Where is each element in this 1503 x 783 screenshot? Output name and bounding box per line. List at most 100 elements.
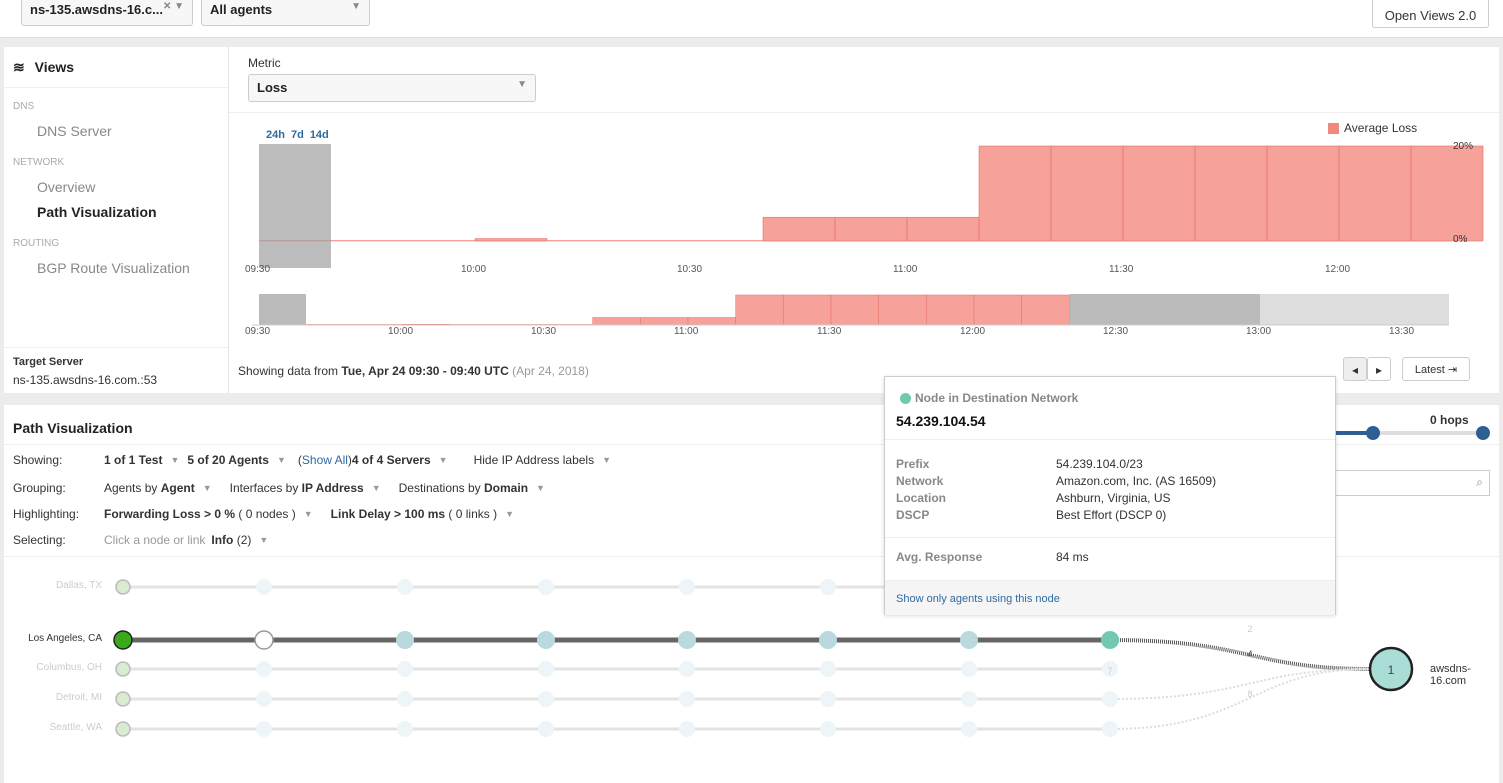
link-delay-count: ( 0 links )	[448, 507, 498, 521]
nav-bgp-route-visualization[interactable]: BGP Route Visualization	[37, 260, 190, 276]
servers-dropdown[interactable]: 4 of 4 Servers	[351, 453, 431, 467]
hop-node	[254, 630, 274, 650]
views-title-text: Views	[34, 59, 75, 75]
overview-bar	[735, 294, 784, 326]
loss-chart[interactable]	[0, 0, 1503, 400]
hop-node	[679, 579, 695, 595]
agents-grouping-dropdown[interactable]: Agents by Agent	[104, 481, 195, 495]
latest-label: Latest	[1414, 364, 1445, 376]
server-filter[interactable]: ns-135.awsdns-16.c... ✕ ▼	[21, 0, 193, 26]
test-dropdown[interactable]: 1 of 1 Test	[104, 453, 163, 467]
chevron-down-icon: ▼	[351, 1, 361, 12]
range-14d[interactable]: 14d	[309, 129, 329, 141]
detail-key: Location	[896, 491, 946, 505]
selecting-label: Selecting:	[13, 533, 66, 547]
clear-chevron-icon[interactable]: ✕ ▼	[162, 1, 184, 12]
agent-node	[115, 691, 131, 707]
hide-ip-dropdown[interactable]: Hide IP Address labels	[473, 453, 595, 467]
hop-node	[961, 691, 977, 707]
hop-node	[1102, 691, 1118, 707]
range-7d[interactable]: 7d	[290, 129, 304, 141]
agent-filter-value: All agents	[210, 2, 273, 17]
showing-row: Showing: 1 of 1 Test ▼ 5 of 20 Agents ▼ (S…	[13, 453, 611, 467]
agent-label[interactable]: Detroit, MI	[55, 692, 102, 703]
prev-button[interactable]: ◂	[1343, 357, 1367, 381]
x-tick: 11:00	[893, 264, 918, 275]
metric-value: Loss	[257, 80, 288, 95]
hop-node	[1102, 661, 1118, 677]
slider-handle[interactable]	[1366, 426, 1380, 440]
hop-node	[679, 721, 695, 737]
agents-dropdown[interactable]: 5 of 20 Agents	[187, 453, 269, 467]
detail-value: Ashburn, Virginia, US	[1056, 491, 1171, 505]
path-viz-title: Path Visualization	[13, 420, 133, 436]
hops-slider[interactable]	[1270, 426, 1490, 440]
chevron-down-icon: ▼	[202, 483, 212, 493]
hop-node	[397, 579, 413, 595]
agent-label[interactable]: Dallas, TX	[56, 580, 102, 591]
info-dropdown[interactable]: Info (2)	[211, 533, 251, 547]
showing-range-value: Tue, Apr 24 09:30 - 09:40 UTC	[341, 364, 509, 378]
chevron-down-icon: ▼	[259, 535, 269, 545]
chevron-down-icon: ▼	[303, 509, 313, 519]
show-only-agents-link[interactable]: Show only agents using this node	[896, 593, 1060, 605]
metric-label: Metric	[248, 56, 281, 70]
hop-node	[1101, 631, 1119, 649]
agent-label[interactable]: Columbus, OH	[36, 662, 102, 673]
chevron-down-icon: ▼	[170, 455, 180, 465]
open-views-button[interactable]: Open Views 2.0	[1372, 0, 1489, 28]
agent-node	[113, 630, 133, 650]
interfaces-grouping-dropdown[interactable]: Interfaces by IP Address	[230, 481, 364, 495]
link-label: 4	[1247, 649, 1252, 659]
metric-select[interactable]: Loss ▼	[248, 74, 536, 102]
hop-node	[961, 721, 977, 737]
loss-bar	[691, 240, 763, 241]
divider	[885, 537, 1335, 538]
nav-dns-server[interactable]: DNS Server	[37, 123, 112, 139]
slider-handle[interactable]	[1476, 426, 1490, 440]
show-all-link[interactable]: Show All	[301, 453, 348, 467]
overview-x-tick: 13:00	[1246, 326, 1272, 337]
overview-x-tick: 10:30	[531, 326, 557, 337]
tooltip-title: Node in Destination Network	[915, 391, 1079, 405]
overview-bar	[1021, 294, 1070, 326]
loss-bar	[331, 240, 403, 241]
chevron-down-icon: ▼	[517, 79, 527, 90]
legend-label: Average Loss	[1344, 121, 1418, 135]
y-tick-0: 0%	[1453, 234, 1468, 245]
agent-filter[interactable]: All agents ▼	[201, 0, 370, 26]
overview-bar	[830, 294, 879, 326]
loss-bar	[762, 216, 836, 242]
range-24h[interactable]: 24h	[266, 129, 285, 141]
loss-bar	[834, 216, 908, 242]
forwarding-loss-dropdown[interactable]: Forwarding Loss > 0 % ( 0 nodes )	[104, 507, 296, 521]
link-delay-dropdown[interactable]: Link Delay > 100 ms ( 0 links )	[331, 507, 497, 521]
nav-path-visualization[interactable]: Path Visualization	[37, 204, 157, 220]
hop-node	[679, 691, 695, 707]
agent-node	[115, 721, 131, 737]
nav-overview[interactable]: Overview	[37, 179, 96, 195]
destination-node	[1368, 646, 1414, 692]
selecting-hint: Click a node or link	[104, 533, 206, 547]
node-color-dot	[900, 392, 911, 404]
divider	[229, 112, 1499, 113]
overview-bar	[592, 317, 641, 326]
latest-button[interactable]: Latest ⇥	[1402, 357, 1470, 381]
hop-node	[256, 661, 272, 677]
hop-node	[256, 579, 272, 595]
overview-x-tick: 12:00	[960, 326, 986, 337]
agent-node	[115, 661, 131, 677]
destinations-grouping-dropdown[interactable]: Destinations by Domain	[399, 481, 528, 495]
agent-label[interactable]: Seattle, WA	[49, 722, 102, 733]
detail-key: Prefix	[896, 457, 930, 471]
next-button[interactable]: ▸	[1367, 357, 1391, 381]
hop-node	[397, 661, 413, 677]
legend-swatch	[1328, 122, 1339, 134]
slider-fill	[1310, 431, 1373, 435]
path-graph[interactable]: 1 2 4 7 8	[0, 557, 1503, 783]
hop-node	[1102, 721, 1118, 737]
chevron-down-icon: ▼	[438, 455, 448, 465]
search-input[interactable]: ⌕	[1330, 470, 1490, 496]
agent-label[interactable]: Los Angeles, CA	[28, 633, 102, 644]
loss-bar	[978, 145, 1052, 242]
